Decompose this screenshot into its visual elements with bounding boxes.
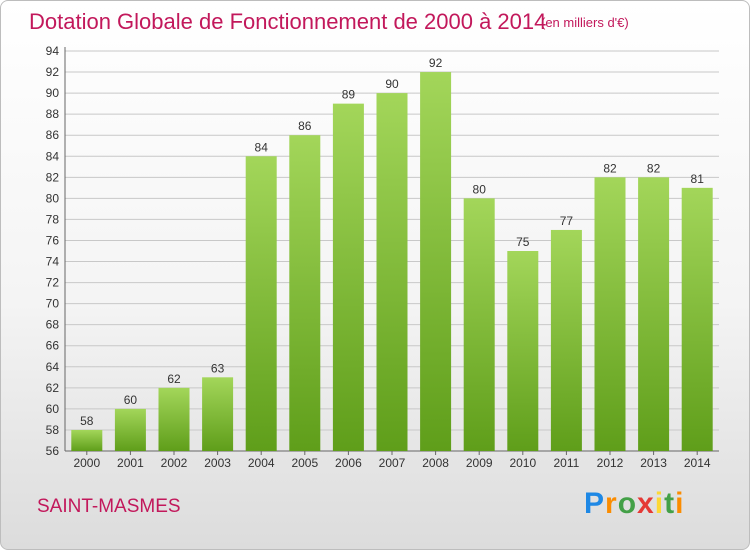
data-label: 62 <box>167 372 181 386</box>
x-tick-label: 2007 <box>379 456 406 470</box>
x-tick-label: 2003 <box>204 456 231 470</box>
bar <box>332 103 364 451</box>
bar <box>507 251 539 451</box>
x-tick-label: 2009 <box>466 456 493 470</box>
bar <box>463 198 495 451</box>
data-label: 80 <box>473 182 487 196</box>
commune-name: SAINT-MASMES <box>37 496 181 517</box>
bar <box>550 229 582 451</box>
x-tick-labels: 2000 2001 2002 2003 2004 2005 2006 2007 2008 2009… <box>73 456 710 470</box>
y-tick-label: 92 <box>46 65 60 79</box>
x-tick-label: 2012 <box>597 456 624 470</box>
x-tick-label: 2001 <box>117 456 144 470</box>
x-tick-label: 2008 <box>422 456 449 470</box>
y-tick-label: 64 <box>46 360 60 374</box>
data-label: 58 <box>80 414 94 428</box>
y-tick-label: 80 <box>46 191 60 205</box>
x-tick-label: 2002 <box>161 456 188 470</box>
data-label: 82 <box>647 161 661 175</box>
data-labels: 58 60 62 63 84 86 89 90 92 80 75 77 82 82 81 <box>80 56 704 428</box>
y-tick-label: 82 <box>46 170 60 184</box>
data-label: 81 <box>691 172 705 186</box>
data-label: 60 <box>124 393 138 407</box>
y-tick-label: 76 <box>46 233 60 247</box>
y-tick-label: 68 <box>46 318 60 332</box>
data-label: 86 <box>298 119 312 133</box>
data-label: 92 <box>429 56 443 70</box>
y-tick-label: 56 <box>46 444 60 458</box>
y-tick-label: 84 <box>46 149 60 163</box>
y-tick-label: 74 <box>46 255 60 269</box>
bar <box>420 72 452 451</box>
bar <box>376 93 408 452</box>
y-tick-label: 86 <box>46 128 60 142</box>
y-tick-label: 58 <box>46 423 60 437</box>
y-tick-label: 70 <box>46 297 60 311</box>
bar <box>71 429 103 451</box>
x-tick-label: 2005 <box>291 456 318 470</box>
y-tick-label: 78 <box>46 212 60 226</box>
y-tick-labels: 56 58 60 62 64 66 68 70 72 74 76 78 80 82 84 86 88 90 92 94 <box>46 44 60 458</box>
bar <box>158 387 190 451</box>
x-tick-label: 2000 <box>73 456 100 470</box>
data-label: 84 <box>255 140 269 154</box>
x-tick-label: 2011 <box>553 456 579 470</box>
x-tick-label: 2014 <box>684 456 711 470</box>
y-tick-label: 72 <box>46 276 60 290</box>
proxiti-logo: Proxiti <box>584 487 685 520</box>
x-tick-label: 2004 <box>248 456 275 470</box>
y-tick-label: 88 <box>46 107 60 121</box>
bar <box>681 187 713 451</box>
y-tick-label: 94 <box>46 44 60 58</box>
x-tick-label: 2010 <box>509 456 536 470</box>
y-tick-label: 62 <box>46 381 60 395</box>
bar <box>202 377 234 451</box>
bar <box>245 156 277 451</box>
bar <box>114 408 146 451</box>
x-tick-label: 2006 <box>335 456 362 470</box>
data-label: 90 <box>385 77 399 91</box>
x-tick-label: 2013 <box>640 456 667 470</box>
chart-subtitle: (en milliers d'€) <box>541 15 629 30</box>
y-tick-label: 66 <box>46 339 60 353</box>
y-tick-label: 90 <box>46 86 60 100</box>
chart-title: Dotation Globale de Fonctionnement de 20… <box>29 9 547 34</box>
bar <box>594 177 626 451</box>
bar <box>638 177 670 451</box>
data-label: 82 <box>603 161 617 175</box>
data-label: 75 <box>516 235 530 249</box>
data-label: 89 <box>342 88 356 102</box>
bar <box>289 135 321 452</box>
y-tick-label: 60 <box>46 402 60 416</box>
data-label: 63 <box>211 361 225 375</box>
bars <box>71 72 713 452</box>
data-label: 77 <box>560 214 574 228</box>
